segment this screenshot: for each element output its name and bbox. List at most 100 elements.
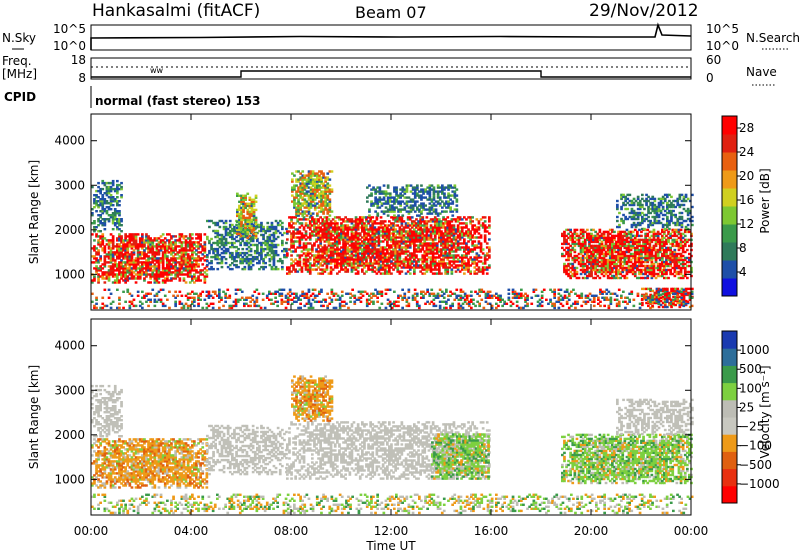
scatter-cell bbox=[480, 242, 483, 244]
scatter-cell bbox=[285, 242, 288, 244]
scatter-cell bbox=[454, 184, 457, 186]
scatter-cell bbox=[201, 263, 204, 265]
scatter-cell bbox=[411, 216, 414, 218]
scatter-cell bbox=[426, 216, 429, 218]
scatter-cell bbox=[463, 272, 466, 274]
scatter-cell bbox=[456, 208, 459, 210]
scatter-cell bbox=[212, 268, 215, 270]
scatter-cell bbox=[383, 184, 386, 186]
scatter-cell bbox=[219, 226, 222, 228]
scatter-cell bbox=[395, 186, 398, 188]
noise-tick-low-right: 10^0 bbox=[706, 39, 739, 53]
scatter-cell bbox=[331, 170, 334, 172]
freq-unit-label: [MHz] bbox=[2, 67, 37, 81]
scatter-cell bbox=[488, 238, 491, 240]
scatter-cell bbox=[478, 266, 481, 268]
scatter-cell bbox=[116, 192, 119, 194]
scatter-cell bbox=[255, 227, 258, 229]
scatter-cell bbox=[93, 220, 96, 222]
scatter-cell bbox=[330, 266, 333, 268]
freq-tick-low: 8 bbox=[78, 71, 86, 85]
cpid-label: CPID bbox=[4, 90, 36, 104]
nsky-label: N.Sky bbox=[2, 31, 36, 45]
scatter-cell bbox=[93, 239, 96, 241]
scatter-cell bbox=[170, 273, 173, 275]
scatter-cell bbox=[116, 196, 119, 198]
scatter-cell bbox=[393, 214, 396, 216]
scatter-cell bbox=[384, 220, 387, 222]
noise-tick-high-right: 10^5 bbox=[706, 22, 739, 36]
noise-tick-low-left: 10^0 bbox=[53, 39, 86, 53]
scatter-cell bbox=[112, 180, 115, 182]
scatter-cell bbox=[371, 216, 374, 218]
freq-dip-mark: ww bbox=[150, 66, 164, 75]
scatter-cell bbox=[225, 262, 228, 264]
scatter-cell bbox=[576, 271, 579, 273]
scatter-cell bbox=[480, 234, 483, 236]
scatter-cell bbox=[346, 268, 349, 270]
scatter-cell bbox=[275, 246, 278, 248]
scatter-cell bbox=[277, 236, 280, 238]
scatter-cell bbox=[225, 258, 228, 260]
scatter-cell bbox=[586, 229, 589, 231]
scatter-cell bbox=[640, 235, 643, 237]
scatter-cell bbox=[199, 279, 202, 281]
scatter-cell bbox=[365, 224, 368, 226]
scatter-cell bbox=[204, 241, 207, 243]
scatter-cell bbox=[110, 208, 113, 210]
scatter-cell bbox=[613, 231, 616, 233]
scatter-cell bbox=[439, 196, 442, 198]
scatter-cell bbox=[486, 242, 489, 244]
scatter-cell bbox=[326, 172, 329, 174]
noise-tick-high-left: 10^5 bbox=[53, 22, 86, 36]
scatter-cell bbox=[256, 246, 259, 248]
date-title: 29/Nov/2012 bbox=[589, 1, 699, 21]
scatter-cell bbox=[255, 217, 258, 219]
scatter-cell bbox=[440, 272, 443, 274]
scatter-cell bbox=[158, 281, 161, 283]
nave-tick-high: 60 bbox=[706, 53, 721, 67]
scatter-cell bbox=[471, 216, 474, 218]
scatter-cell bbox=[297, 170, 300, 172]
scatter-cell bbox=[569, 229, 572, 231]
scatter-cell bbox=[255, 233, 258, 235]
scatter-cell bbox=[488, 216, 491, 218]
scatter-cell bbox=[235, 260, 238, 262]
scatter-cell bbox=[389, 192, 392, 194]
scatter-cell bbox=[421, 216, 424, 218]
scatter-cell bbox=[291, 178, 294, 180]
scatter-cell bbox=[416, 200, 419, 202]
scatter-cell bbox=[262, 226, 265, 228]
scatter-cell bbox=[329, 178, 332, 180]
scatter-cell bbox=[183, 277, 186, 279]
scatter-cell bbox=[380, 216, 383, 218]
scatter-cell bbox=[435, 208, 438, 210]
scatter-cell bbox=[409, 268, 412, 270]
scatter-cell bbox=[424, 204, 427, 206]
scatter-cell bbox=[277, 254, 280, 256]
scatter-cell bbox=[486, 272, 489, 274]
scatter-cell bbox=[329, 214, 332, 216]
scatter-cell bbox=[231, 252, 234, 254]
scatter-cell bbox=[246, 193, 249, 195]
scatter-cell bbox=[244, 266, 247, 268]
scatter-cell bbox=[443, 192, 446, 194]
scatter-cell bbox=[438, 268, 441, 270]
scatter-cell bbox=[141, 233, 144, 235]
scatter-cell bbox=[225, 220, 228, 222]
scatter-cell bbox=[561, 247, 564, 249]
scatter-cell bbox=[275, 250, 278, 252]
scatter-cell bbox=[484, 220, 487, 222]
scatter-cell bbox=[101, 233, 104, 235]
scatter-cell bbox=[237, 266, 240, 268]
scatter-cell bbox=[456, 198, 459, 200]
scatter-cell bbox=[285, 248, 288, 250]
scatter-cell bbox=[387, 214, 390, 216]
scatter-cell bbox=[210, 238, 213, 240]
scatter-cell bbox=[101, 188, 104, 190]
scatter-cell bbox=[206, 273, 209, 275]
scatter-cell bbox=[456, 194, 459, 196]
scatter-cell bbox=[250, 248, 253, 250]
scatter-cell bbox=[277, 244, 280, 246]
